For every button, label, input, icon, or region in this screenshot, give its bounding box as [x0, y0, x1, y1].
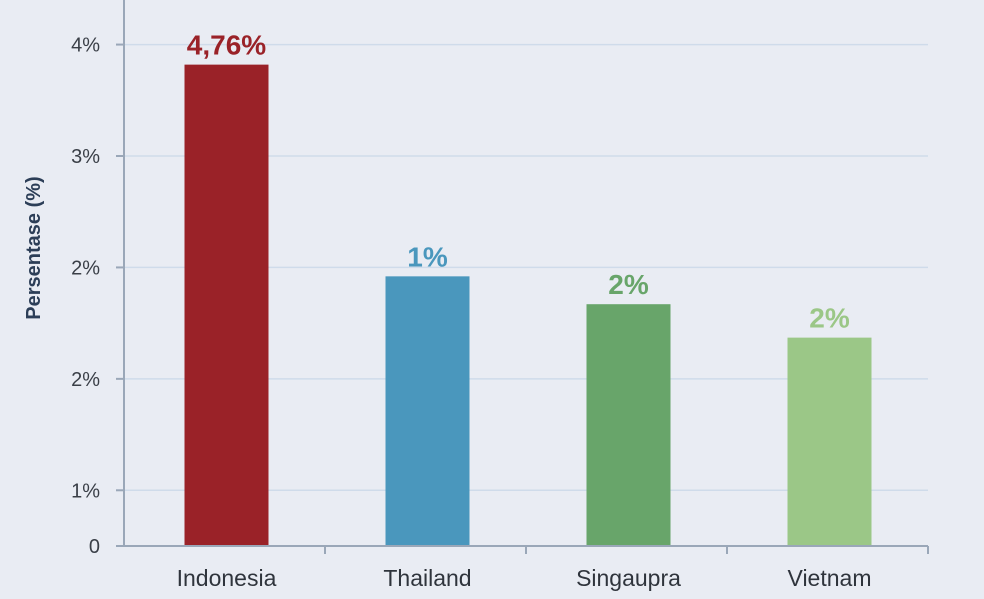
bar-singaupra [586, 304, 671, 546]
y-tick-label: 3% [71, 146, 100, 168]
data-label-thailand: 1% [407, 241, 448, 272]
bars [184, 64, 872, 546]
y-tick-label: 4% [71, 35, 100, 57]
data-label-vietnam: 2% [809, 303, 850, 334]
y-tick-label: 2% [71, 369, 100, 391]
y-axis-title: Persentase (%) [23, 176, 45, 319]
bar-vietnam [787, 337, 872, 546]
data-label-singaupra: 2% [608, 269, 649, 300]
y-tick-label: 1% [71, 480, 100, 502]
x-tick-label-indonesia: Indonesia [177, 565, 277, 591]
data-label-indonesia: 4,76% [187, 30, 266, 61]
labels: 0 1% 2% 2% 3% 4% 4,76% Indonesia 1% Thailand 2% Sin… [71, 30, 871, 591]
y-tick-label: 0 [89, 536, 100, 558]
y-tick-label: 2% [71, 257, 100, 279]
axes [116, 0, 929, 554]
x-tick-label-vietnam: Vietnam [788, 565, 872, 591]
bar-thailand [385, 276, 470, 546]
x-tick-label-thailand: Thailand [383, 565, 471, 591]
x-tick-label-singaupra: Singaupra [576, 565, 681, 591]
bar-indonesia [184, 64, 269, 546]
